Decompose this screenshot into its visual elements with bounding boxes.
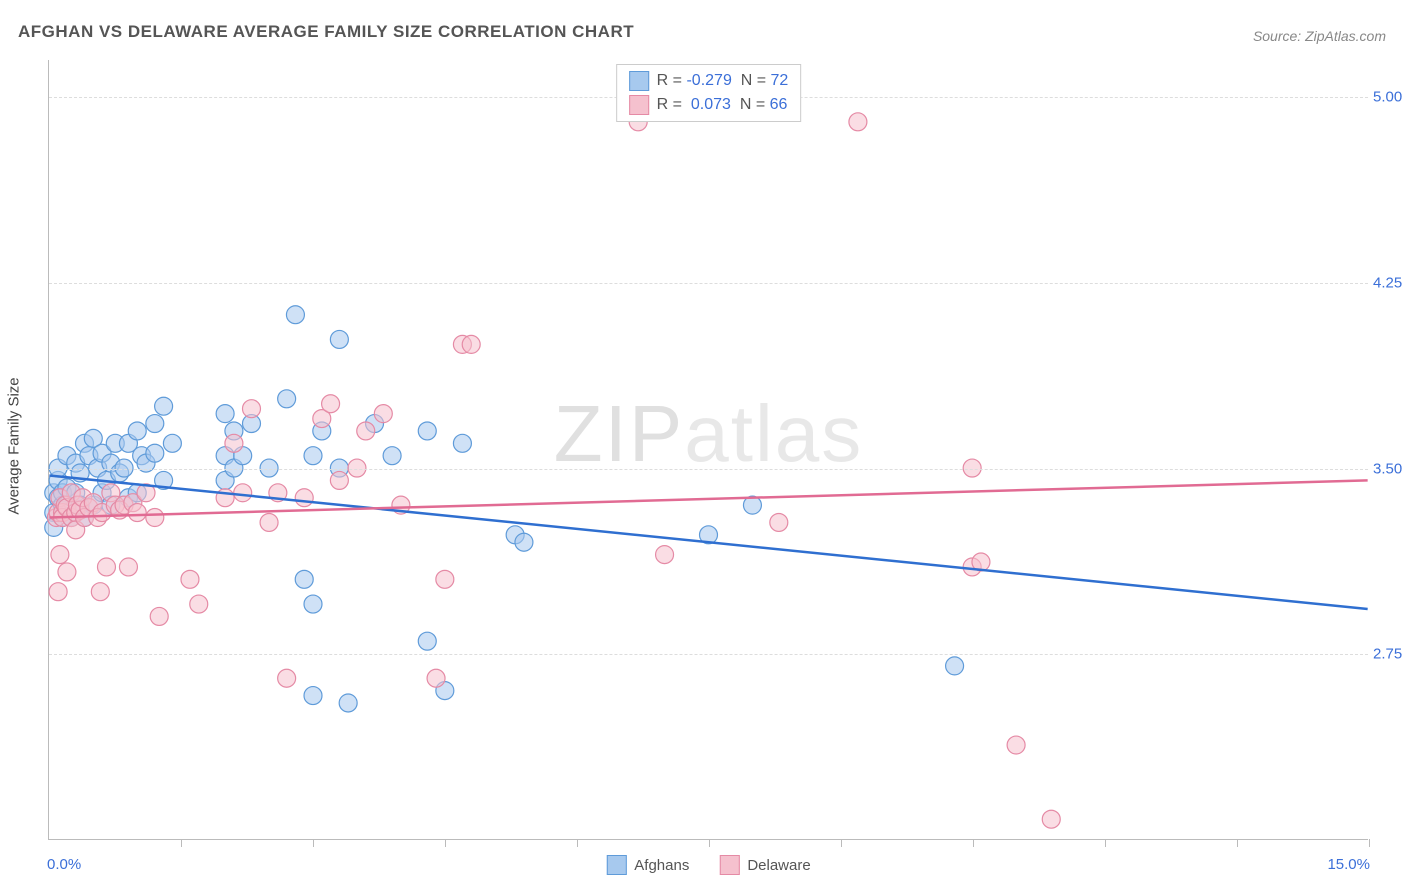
ytick-label: 5.00 [1373, 89, 1406, 106]
data-point [119, 558, 137, 576]
data-point [155, 397, 173, 415]
plot-svg [49, 60, 1368, 839]
data-point [216, 405, 234, 423]
data-point [330, 471, 348, 489]
xtick [445, 839, 446, 847]
data-point [190, 595, 208, 613]
data-point [1007, 736, 1025, 754]
data-point [1042, 810, 1060, 828]
data-point [234, 484, 252, 502]
ytick-label: 4.25 [1373, 274, 1406, 291]
data-point [322, 395, 340, 413]
xtick [973, 839, 974, 847]
data-point [515, 533, 533, 551]
legend-label-delaware: Delaware [747, 857, 810, 874]
data-point [418, 422, 436, 440]
data-point [946, 657, 964, 675]
xtick [1105, 839, 1106, 847]
data-point [91, 583, 109, 601]
legend-item-delaware: Delaware [719, 855, 810, 875]
xtick [709, 839, 710, 847]
data-point [278, 669, 296, 687]
data-point [427, 669, 445, 687]
data-point [436, 570, 454, 588]
data-point [163, 434, 181, 452]
data-point [97, 558, 115, 576]
xtick [577, 839, 578, 847]
data-point [146, 509, 164, 527]
plot-area: ZIPatlas R = -0.279 N = 72 R = 0.073 N =… [48, 60, 1368, 840]
legend-row-delaware: R = 0.073 N = 66 [629, 93, 789, 117]
data-point [304, 447, 322, 465]
data-point [242, 400, 260, 418]
data-point [462, 335, 480, 353]
data-point [357, 422, 375, 440]
legend-row-afghans: R = -0.279 N = 72 [629, 69, 789, 93]
data-point [418, 632, 436, 650]
stats-afghans: R = -0.279 N = 72 [657, 72, 789, 90]
data-point [770, 513, 788, 531]
xtick [181, 839, 182, 847]
data-point [51, 546, 69, 564]
xtick [1237, 839, 1238, 847]
data-point [58, 563, 76, 581]
gridline-h [49, 469, 1368, 470]
chart-container: AFGHAN VS DELAWARE AVERAGE FAMILY SIZE C… [0, 0, 1406, 892]
data-point [304, 687, 322, 705]
data-point [278, 390, 296, 408]
source-attribution: Source: ZipAtlas.com [1253, 28, 1386, 44]
data-point [146, 415, 164, 433]
stats-delaware: R = 0.073 N = 66 [657, 96, 788, 114]
data-point [150, 607, 168, 625]
data-point [339, 694, 357, 712]
swatch-afghans [629, 71, 649, 91]
xtick [841, 839, 842, 847]
data-point [849, 113, 867, 131]
gridline-h [49, 283, 1368, 284]
gridline-h [49, 654, 1368, 655]
x-start-label: 0.0% [47, 856, 81, 873]
data-point [286, 306, 304, 324]
trend-line [49, 475, 1367, 609]
legend-item-afghans: Afghans [606, 855, 689, 875]
x-end-label: 15.0% [1327, 856, 1370, 873]
data-point [225, 434, 243, 452]
data-point [453, 434, 471, 452]
data-point [128, 504, 146, 522]
chart-title: AFGHAN VS DELAWARE AVERAGE FAMILY SIZE C… [18, 22, 634, 42]
data-point [49, 583, 67, 601]
swatch-afghans-bottom [606, 855, 626, 875]
data-point [374, 405, 392, 423]
data-point [656, 546, 674, 564]
xtick [313, 839, 314, 847]
ytick-label: 3.50 [1373, 460, 1406, 477]
data-point [260, 513, 278, 531]
swatch-delaware [629, 95, 649, 115]
xtick [1369, 839, 1370, 847]
legend-label-afghans: Afghans [634, 857, 689, 874]
data-point [304, 595, 322, 613]
swatch-delaware-bottom [719, 855, 739, 875]
data-point [181, 570, 199, 588]
data-point [295, 489, 313, 507]
data-point [295, 570, 313, 588]
correlation-legend: R = -0.279 N = 72 R = 0.073 N = 66 [616, 64, 802, 122]
data-point [330, 330, 348, 348]
ytick-label: 2.75 [1373, 646, 1406, 663]
y-axis-label: Average Family Size [6, 377, 23, 514]
series-legend: Afghans Delaware [606, 855, 810, 875]
data-point [128, 422, 146, 440]
data-point [146, 444, 164, 462]
data-point [383, 447, 401, 465]
